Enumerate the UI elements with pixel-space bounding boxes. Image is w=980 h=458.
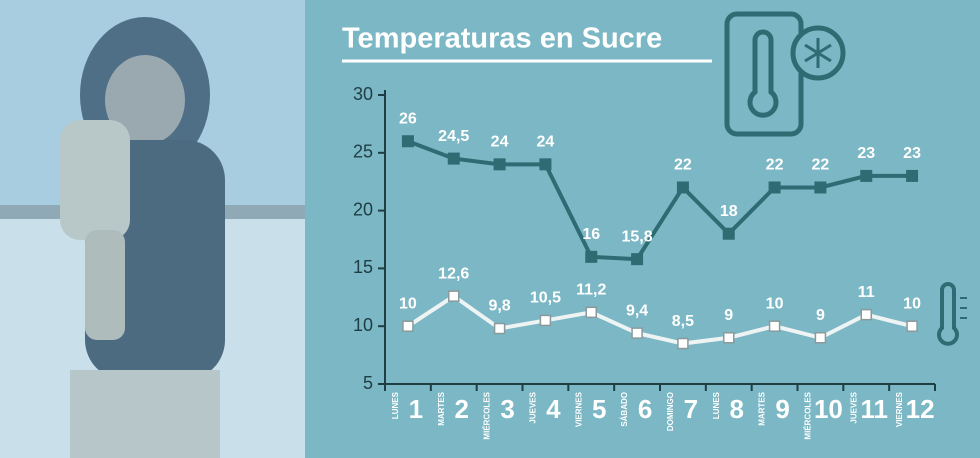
- point: [447, 152, 460, 165]
- y-tick-label: 30: [353, 84, 373, 104]
- series-line: [406, 293, 913, 346]
- y-tick-label: 20: [353, 199, 373, 219]
- point: [493, 322, 506, 335]
- value-label: 10: [903, 295, 921, 312]
- point: [539, 158, 552, 171]
- x-tick-label: 3: [500, 394, 514, 424]
- point: [723, 332, 735, 344]
- value-label: 10,5: [530, 290, 561, 307]
- point: [906, 169, 919, 182]
- value-label: 24: [491, 134, 509, 151]
- value-label: 23: [903, 145, 921, 162]
- value-label: 15,8: [622, 228, 653, 245]
- y-tick-label: 10: [353, 315, 373, 335]
- point: [860, 308, 872, 321]
- value-label: 24: [537, 134, 555, 151]
- x-tick-label: 5: [592, 394, 606, 424]
- y-tick-label: 25: [353, 142, 373, 162]
- x-tick-label: 6: [638, 394, 652, 424]
- day-label: SÁBADO: [620, 392, 629, 427]
- value-label: 22: [766, 157, 784, 174]
- point: [722, 227, 735, 240]
- chart-title: Temperaturas en Sucre: [342, 23, 662, 55]
- day-label: MARTES: [758, 391, 767, 425]
- point: [631, 253, 644, 266]
- day-label: LUNES: [391, 391, 400, 419]
- value-label: 18: [720, 203, 738, 220]
- y-tick-label: 5: [363, 373, 373, 393]
- value-label: 26: [399, 110, 417, 127]
- value-label: 12,6: [438, 265, 469, 282]
- y-tick-label: 15: [353, 257, 373, 277]
- x-tick-label: 7: [684, 394, 698, 424]
- value-label: 11: [858, 284, 875, 301]
- point: [585, 306, 597, 319]
- value-label: 16: [582, 226, 600, 243]
- point: [814, 332, 827, 344]
- point: [906, 320, 918, 332]
- point: [860, 169, 873, 182]
- day-label: MIÉRCOLES: [804, 391, 813, 439]
- day-label: VIERNES: [574, 391, 583, 427]
- point: [814, 181, 827, 194]
- day-label: LUNES: [712, 391, 721, 419]
- value-label: 24,5: [438, 128, 469, 145]
- value-label: 8,5: [672, 313, 694, 330]
- x-tick-label: 2: [455, 394, 469, 424]
- day-label: MARTES: [437, 391, 446, 425]
- value-label: 9,8: [488, 298, 510, 315]
- day-label: JUEVES: [529, 391, 538, 423]
- value-label: 9: [816, 307, 825, 324]
- value-label: 11,2: [576, 282, 606, 299]
- day-label: MIÉRCOLES: [483, 391, 492, 439]
- value-label: 9: [724, 307, 733, 324]
- value-label: 23: [857, 145, 875, 162]
- day-label: VIERNES: [895, 391, 904, 427]
- x-tick-label: 12: [906, 394, 935, 424]
- point: [768, 181, 781, 194]
- photo: [0, 0, 305, 458]
- day-label: JUEVES: [849, 391, 858, 423]
- point: [493, 158, 506, 171]
- point: [768, 320, 781, 332]
- point: [585, 250, 598, 263]
- series-line: [407, 139, 913, 262]
- point: [401, 135, 414, 148]
- x-tick-label: 11: [861, 394, 889, 424]
- x-tick-label: 1: [409, 394, 423, 424]
- x-tick-label: 4: [546, 394, 561, 424]
- point: [677, 337, 689, 350]
- x-tick-label: 9: [775, 394, 789, 424]
- thermometer-icon: [724, 11, 846, 137]
- x-tick-label: 10: [814, 394, 843, 424]
- point: [448, 290, 460, 302]
- point: [631, 327, 643, 339]
- value-label: 9,4: [626, 302, 648, 319]
- point: [539, 314, 552, 327]
- value-label: 22: [812, 157, 830, 174]
- point: [676, 181, 689, 194]
- small-thermometer-icon: [937, 282, 967, 346]
- value-label: 10: [766, 295, 784, 312]
- day-label: DOMINGO: [666, 392, 675, 431]
- value-label: 10: [399, 295, 417, 312]
- x-tick-label: 8: [730, 394, 744, 424]
- value-label: 22: [674, 157, 692, 174]
- point: [402, 320, 414, 332]
